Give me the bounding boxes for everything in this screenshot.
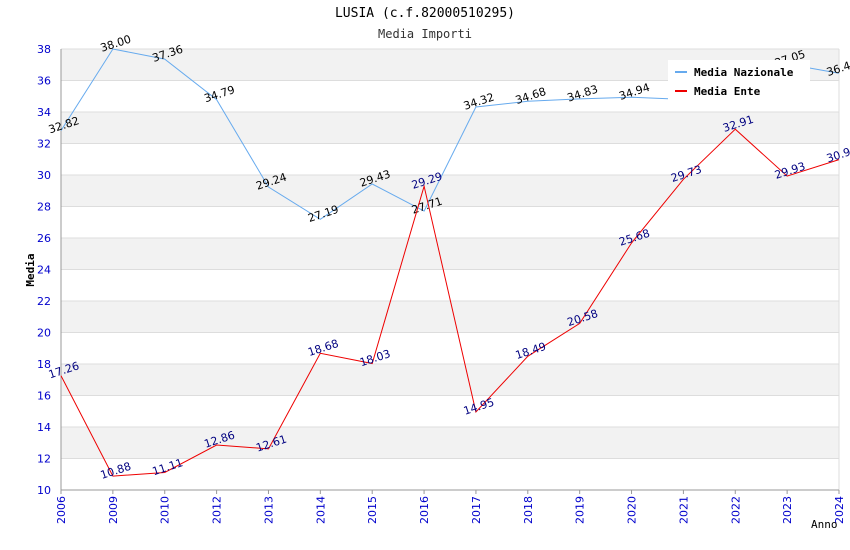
grid-band — [61, 458, 839, 490]
x-tick-label: 2020 — [626, 496, 639, 524]
x-tick-label: 2013 — [262, 496, 275, 524]
series-line-media-ente — [60, 128, 840, 477]
y-tick-label: 28 — [37, 201, 51, 214]
x-tick-label: 2017 — [470, 496, 483, 524]
y-tick-label: 30 — [37, 169, 51, 182]
y-tick-label: 32 — [37, 138, 51, 151]
y-tick-label: 22 — [37, 295, 51, 308]
y-axis-title: Media — [24, 253, 37, 286]
y-tick-label: 36 — [37, 75, 51, 88]
grid-band — [61, 395, 839, 427]
y-tick-label: 24 — [37, 264, 51, 277]
y-tick-label: 34 — [37, 106, 51, 119]
chart-title: LUSIA (c.f.82000510295) — [334, 6, 515, 21]
grid-band — [61, 238, 839, 270]
y-tick-label: 10 — [37, 484, 51, 497]
x-tick-label: 2022 — [729, 496, 742, 524]
x-tick-label: 2015 — [366, 496, 379, 524]
x-tick-label: 2014 — [314, 496, 327, 524]
x-tick-label: 2019 — [574, 496, 587, 524]
x-tick-label: 2021 — [677, 496, 690, 524]
legend-label: Media Ente — [694, 85, 761, 98]
x-tick-label: 2012 — [211, 496, 224, 524]
x-tick-label: 2018 — [522, 496, 535, 524]
x-tick-label: 2010 — [159, 496, 172, 524]
grid-band — [61, 427, 839, 459]
grid-band — [61, 269, 839, 301]
grid-band — [61, 175, 839, 207]
x-tick-label: 2009 — [107, 496, 120, 524]
y-tick-label: 16 — [37, 390, 51, 403]
legend-label: Media Nazionale — [694, 66, 794, 79]
x-tick-label: 2016 — [418, 496, 431, 524]
x-tick-label: 2024 — [833, 496, 846, 524]
chart-subtitle: Media Importi — [378, 27, 472, 41]
grid-band — [61, 112, 839, 144]
legend-box — [668, 60, 810, 102]
y-tick-label: 18 — [37, 358, 51, 371]
grid-band — [61, 332, 839, 364]
x-axis-title: Anno — [811, 518, 838, 531]
grid-band — [61, 301, 839, 333]
x-tick-label: 2006 — [55, 496, 68, 524]
grid-band — [61, 364, 839, 396]
y-tick-label: 26 — [37, 232, 51, 245]
y-tick-label: 20 — [37, 327, 51, 340]
grid-band — [61, 206, 839, 238]
y-tick-label: 38 — [37, 43, 51, 56]
x-tick-label: 2023 — [781, 496, 794, 524]
y-tick-label: 12 — [37, 453, 51, 466]
y-tick-label: 14 — [37, 421, 51, 434]
